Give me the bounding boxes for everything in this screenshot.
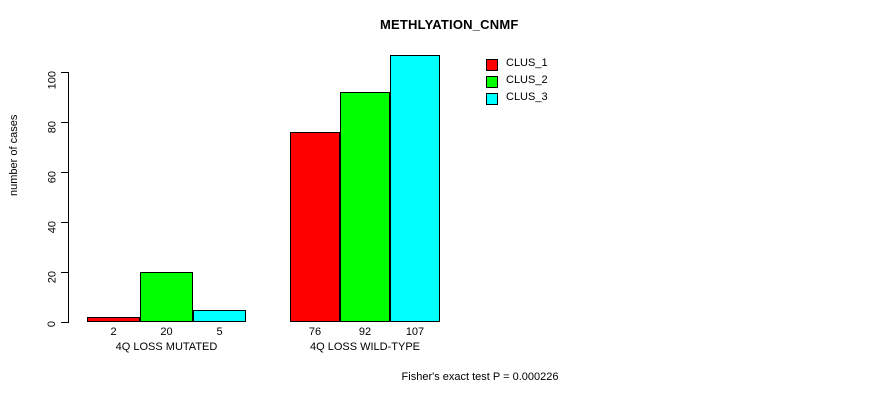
y-axis-tick-mark: [61, 322, 68, 323]
bar: [290, 132, 340, 322]
group-axis-label: 4Q LOSS MUTATED: [115, 341, 218, 353]
y-axis-line: [68, 72, 69, 323]
y-axis-tick-mark: [61, 272, 68, 273]
legend-item-label: CLUS_1: [506, 57, 548, 69]
y-axis-tick-label-text: 0: [46, 321, 58, 328]
chart-title: METHLYATION_CNMF: [25, 17, 890, 32]
legend-color-swatch: [486, 76, 498, 88]
legend-color-swatch: [486, 93, 498, 105]
bar: [87, 317, 140, 322]
legend-item-label: CLUS_3: [506, 91, 548, 103]
group-axis-label: 4Q LOSS WILD-TYPE: [309, 341, 421, 353]
y-axis-tick-label-text: 80: [46, 121, 58, 134]
y-axis-title: number of cases: [8, 114, 20, 196]
bar-value-label: 2: [110, 326, 117, 338]
bar-value-label: 107: [405, 326, 425, 338]
footer-annotation: Fisher's exact test P = 0.000226: [0, 371, 890, 383]
bar: [340, 92, 390, 322]
bar-value-label: 5: [216, 326, 223, 338]
y-axis-tick-label-text: 40: [46, 221, 58, 234]
bar-value-label: 76: [308, 326, 322, 338]
y-axis-tick-mark: [61, 72, 68, 73]
bar: [390, 54, 440, 322]
y-axis-tick-mark: [61, 172, 68, 173]
bar-value-label: 20: [160, 326, 173, 338]
y-axis-tick-mark: [61, 122, 68, 123]
y-axis-tick-label-text: 100: [46, 71, 58, 90]
chart-title-text: METHLYATION_CNMF: [380, 17, 519, 32]
legend-item-label: CLUS_2: [506, 74, 548, 86]
y-axis-tick-label-text: 20: [46, 271, 58, 284]
bar: [140, 272, 193, 322]
plot-area: 0 20 40 60 80 100 number of cases 2 20 5 76 92 107…: [8, 54, 440, 353]
bar: [193, 309, 246, 322]
y-axis-tick-mark: [61, 222, 68, 223]
y-axis-tick-label-text: 60: [46, 171, 58, 184]
footer-annotation-text: Fisher's exact test P = 0.000226: [401, 371, 559, 383]
legend-color-swatch: [486, 59, 498, 71]
bar-value-label: 92: [358, 326, 372, 338]
